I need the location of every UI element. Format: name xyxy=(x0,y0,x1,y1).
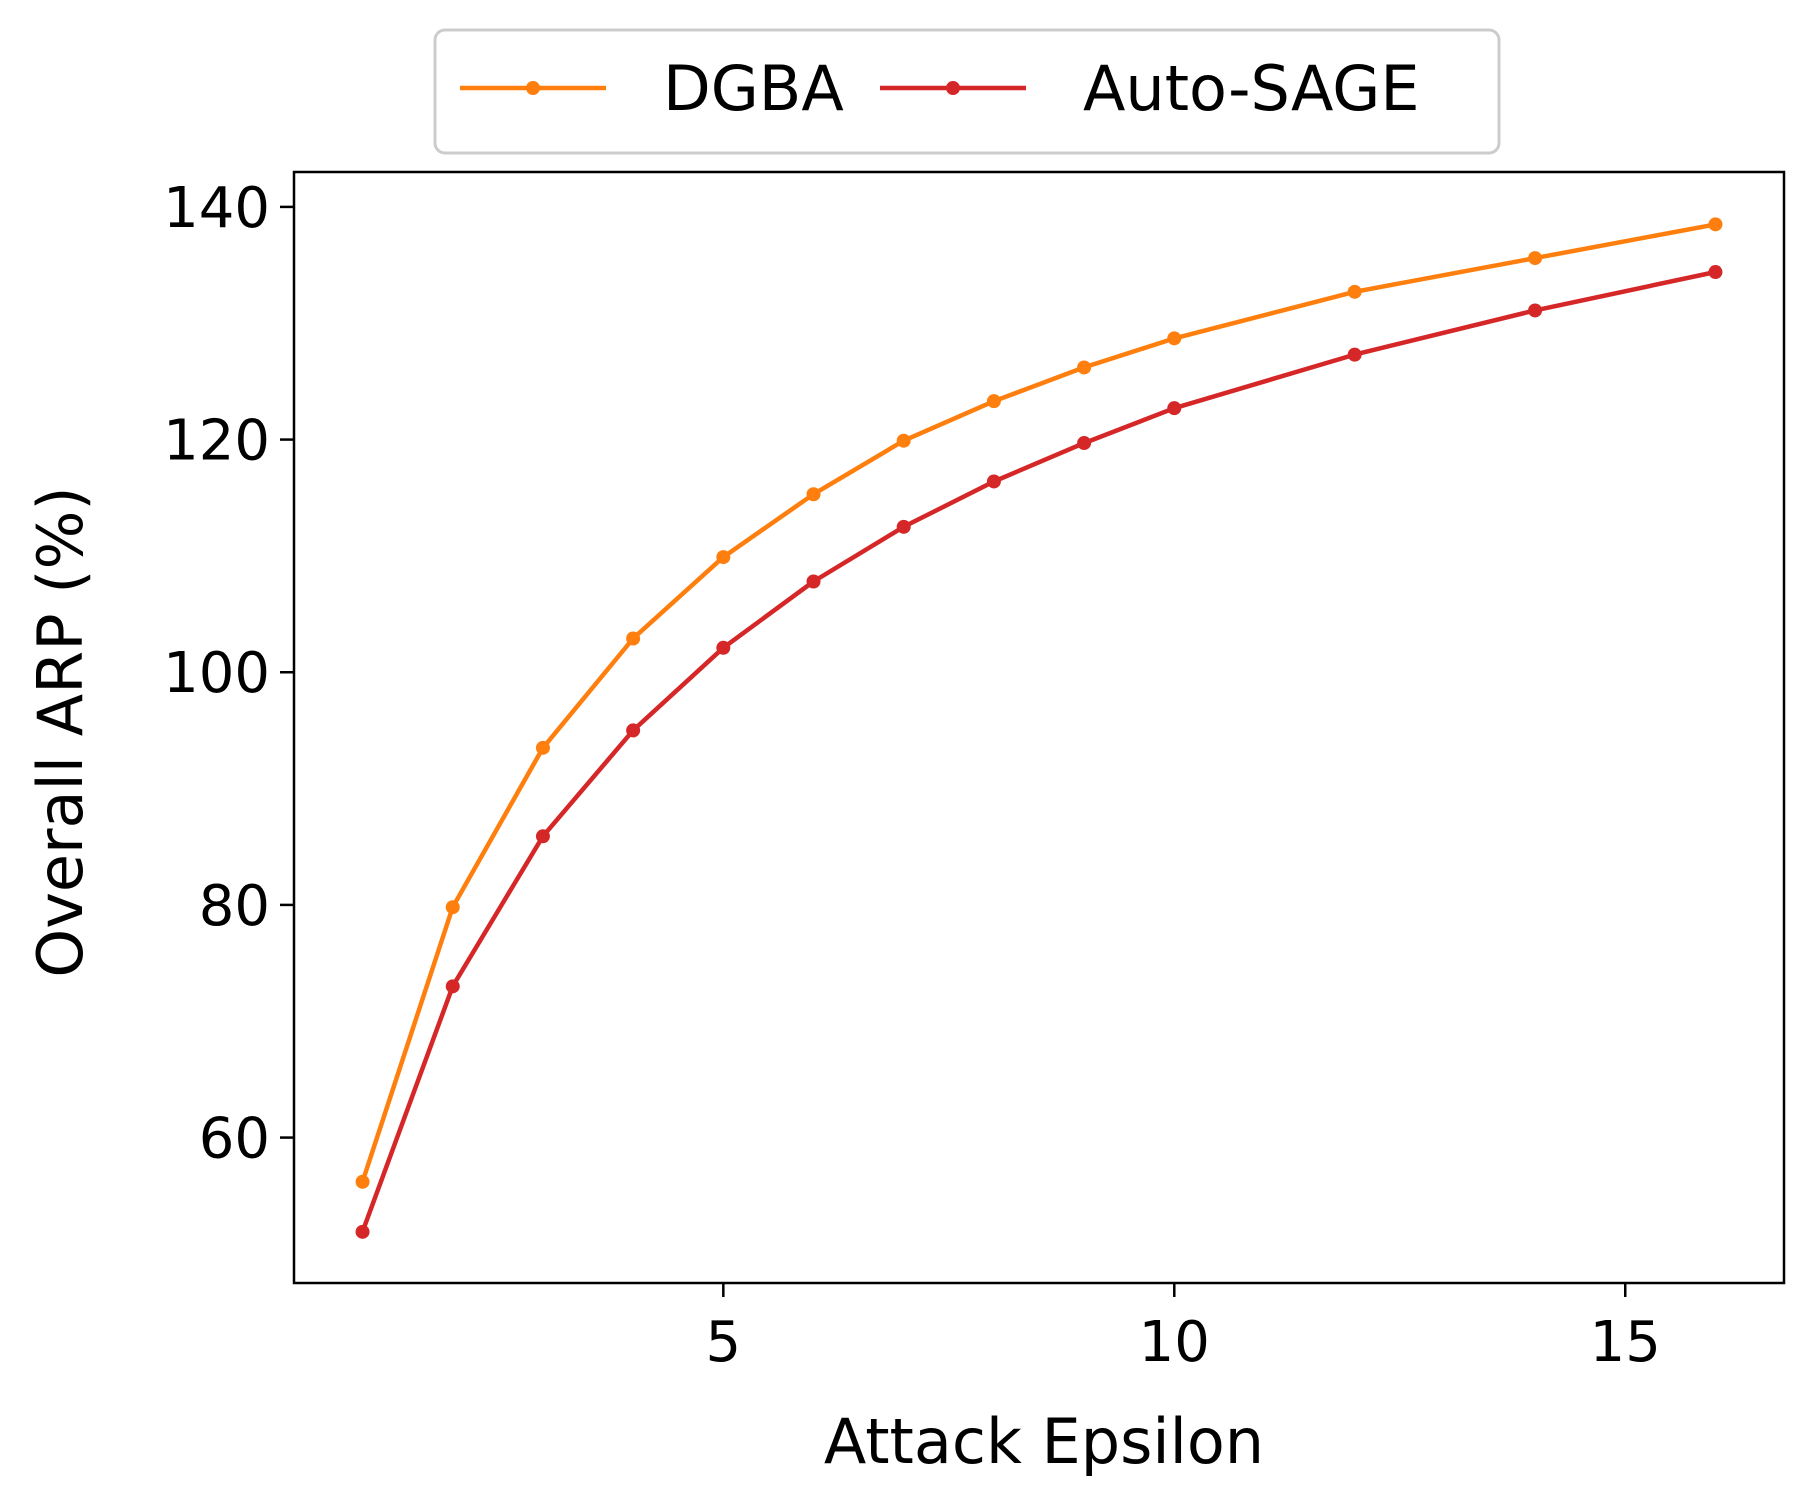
data-point-auto-sage xyxy=(1347,347,1362,362)
data-point-auto-sage xyxy=(1077,436,1092,451)
x-tick-label: 5 xyxy=(706,1310,742,1375)
series-dgba xyxy=(355,217,1723,1189)
data-point-auto-sage xyxy=(716,640,731,655)
series-layer xyxy=(355,217,1723,1239)
data-point-auto-sage xyxy=(445,979,460,994)
data-point-auto-sage xyxy=(1167,401,1182,416)
data-point-auto-sage xyxy=(986,474,1001,489)
legend: DGBA Auto-SAGE xyxy=(433,28,1501,155)
y-tick-label: 60 xyxy=(199,1107,270,1172)
data-point-dgba xyxy=(1708,217,1723,232)
plot-frame xyxy=(292,170,1786,1285)
x-tick-label: 15 xyxy=(1590,1310,1661,1375)
legend-frame xyxy=(433,28,1501,155)
data-point-dgba xyxy=(806,487,821,502)
y-axis-title: Overall ARP (%) xyxy=(24,486,97,977)
data-point-dgba xyxy=(1077,360,1092,375)
data-point-auto-sage xyxy=(1708,265,1723,280)
data-point-auto-sage xyxy=(626,723,641,738)
y-tick-label: 100 xyxy=(163,641,270,706)
data-point-auto-sage xyxy=(1528,303,1543,318)
data-point-dgba xyxy=(716,550,731,565)
x-axis-ticks: 5 10 15 xyxy=(706,1283,1661,1375)
data-point-dgba xyxy=(535,740,550,755)
x-tick-label: 10 xyxy=(1139,1310,1210,1375)
x-axis-title: Attack Epsilon xyxy=(824,1405,1264,1478)
data-point-dgba xyxy=(986,394,1001,409)
y-tick-label: 120 xyxy=(163,409,270,474)
data-point-auto-sage xyxy=(896,519,911,534)
legend-marker-dgba xyxy=(526,81,540,95)
data-point-dgba xyxy=(896,433,911,448)
legend-entry-dgba: DGBA xyxy=(460,52,844,125)
y-tick-label: 80 xyxy=(199,874,270,939)
y-tick-label: 140 xyxy=(163,176,270,241)
data-point-auto-sage xyxy=(535,829,550,844)
data-point-dgba xyxy=(355,1174,370,1189)
data-point-auto-sage xyxy=(355,1224,370,1239)
data-point-auto-sage xyxy=(806,574,821,589)
data-point-dgba xyxy=(626,631,641,646)
y-axis-ticks: 60 80 100 120 140 xyxy=(163,176,294,1172)
data-point-dgba xyxy=(1347,284,1362,299)
data-point-dgba xyxy=(1167,331,1182,346)
data-point-dgba xyxy=(445,900,460,915)
legend-label-auto-sage: Auto-SAGE xyxy=(1083,52,1420,125)
legend-entry-auto-sage: Auto-SAGE xyxy=(880,52,1420,125)
legend-marker-auto-sage xyxy=(946,81,960,95)
series-auto-sage xyxy=(355,265,1723,1239)
data-point-dgba xyxy=(1528,251,1543,266)
legend-label-dgba: DGBA xyxy=(663,52,844,125)
